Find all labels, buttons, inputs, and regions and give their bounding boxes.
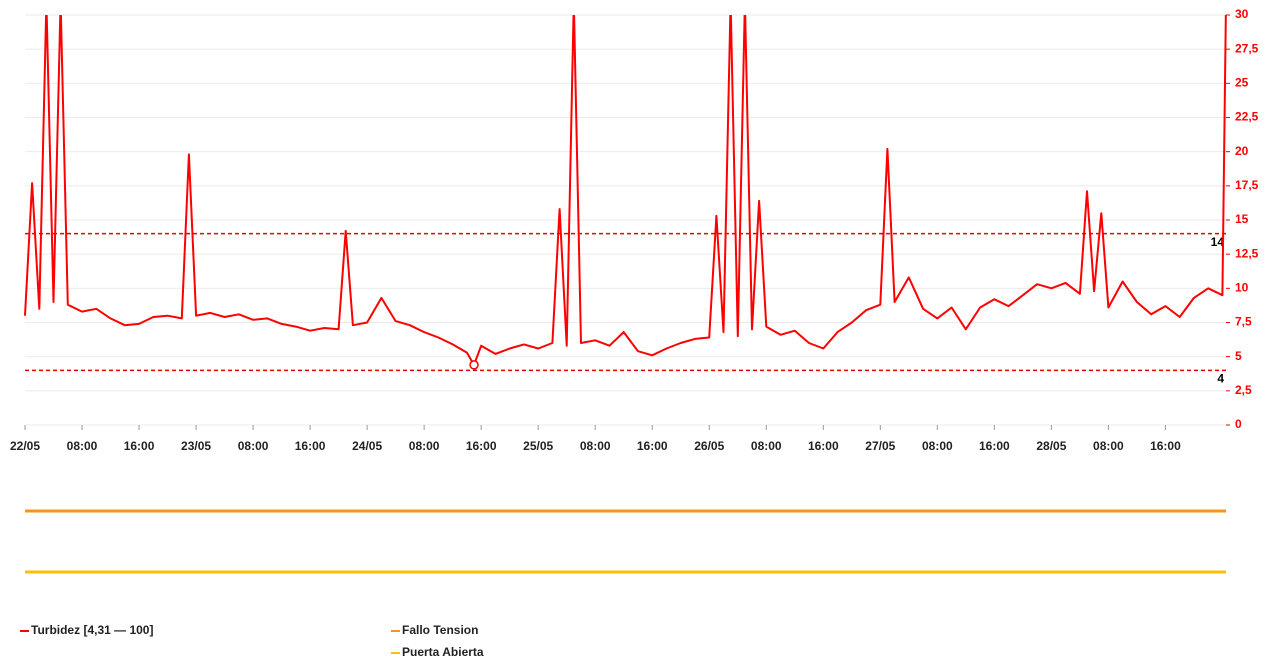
- y-tick-label: 17,5: [1235, 178, 1259, 192]
- x-tick-label: 16:00: [979, 439, 1010, 453]
- x-tick-label: 22/05: [10, 439, 40, 453]
- legend-label: Turbidez [4,31 — 100]: [31, 623, 153, 637]
- x-tick-label: 08:00: [580, 439, 611, 453]
- x-tick-label: 25/05: [523, 439, 553, 453]
- x-tick-label: 24/05: [352, 439, 382, 453]
- y-tick-label: 25: [1235, 76, 1249, 90]
- y-tick-label: 22,5: [1235, 110, 1259, 124]
- line-series: [24, 15, 1227, 366]
- x-tick-label: 27/05: [865, 439, 895, 453]
- y-tick-label: 2,5: [1235, 383, 1252, 397]
- x-tick-label: 16:00: [124, 439, 155, 453]
- legend-label: Puerta Abierta: [402, 645, 484, 659]
- y-tick-label: 7,5: [1235, 315, 1252, 329]
- y-tick-label: 30: [1235, 7, 1249, 21]
- y-tick-label: 0: [1235, 417, 1242, 431]
- y-tick-label: 15: [1235, 212, 1249, 226]
- min-marker: [469, 360, 479, 370]
- x-tick-label: 16:00: [637, 439, 668, 453]
- x-tick-label: 28/05: [1036, 439, 1066, 453]
- x-tick-label: 16:00: [466, 439, 497, 453]
- y-tick-label: 12,5: [1235, 246, 1259, 260]
- plot-area: [24, 15, 1227, 366]
- x-tick-label: 16:00: [1150, 439, 1181, 453]
- x-tick-label: 08:00: [409, 439, 440, 453]
- x-tick-label: 16:00: [808, 439, 839, 453]
- threshold-label: 4: [1217, 372, 1224, 386]
- threshold-label: 14: [1211, 235, 1225, 249]
- x-tick-label: 08:00: [1093, 439, 1124, 453]
- y-tick-label: 27,5: [1235, 41, 1259, 55]
- y-tick-label: 10: [1235, 281, 1249, 295]
- x-tick-label: 08:00: [67, 439, 98, 453]
- y-tick-label: 20: [1235, 144, 1249, 158]
- x-tick-label: 08:00: [922, 439, 953, 453]
- x-tick-label: 23/05: [181, 439, 211, 453]
- x-tick-label: 08:00: [238, 439, 269, 453]
- x-tick-label: 26/05: [694, 439, 724, 453]
- legend-label: Fallo Tension: [402, 623, 478, 637]
- x-tick-label: 16:00: [295, 439, 326, 453]
- x-tick-label: 08:00: [751, 439, 782, 453]
- y-tick-label: 5: [1235, 349, 1242, 363]
